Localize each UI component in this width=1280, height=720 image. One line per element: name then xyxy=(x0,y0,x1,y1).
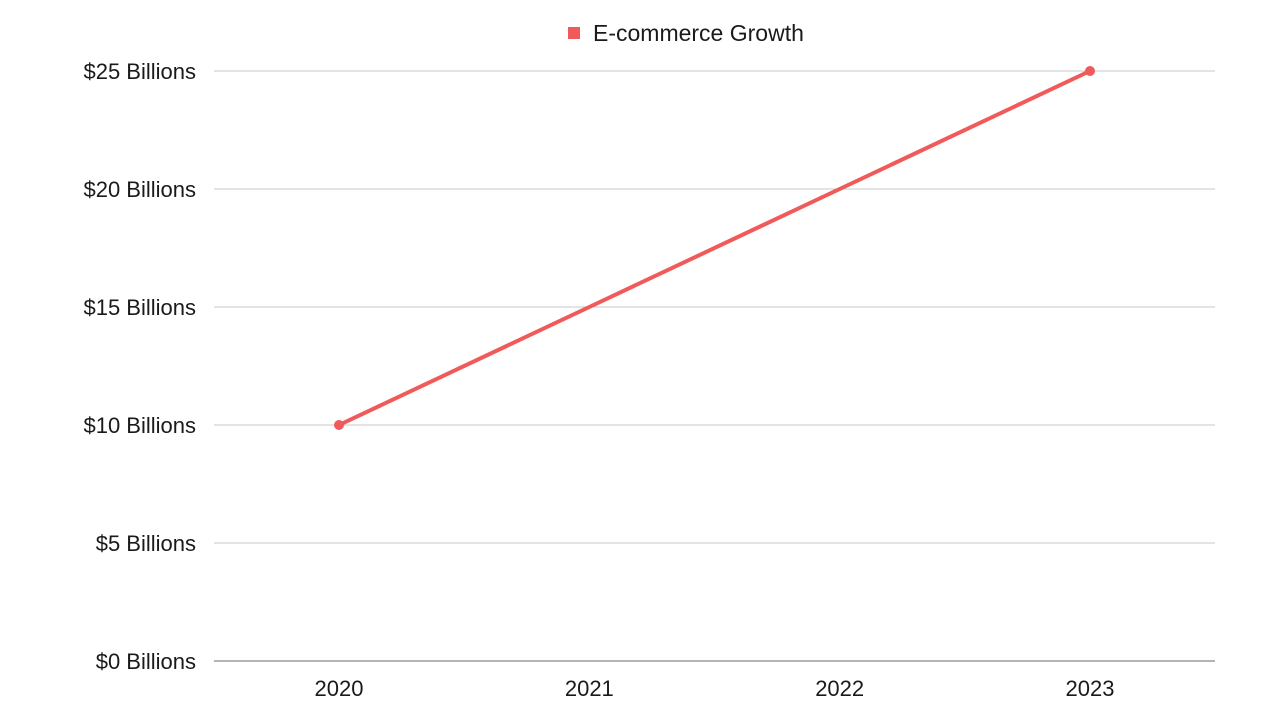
legend: E-commerce Growth xyxy=(568,20,804,46)
gridlines xyxy=(214,70,1215,662)
plot-area xyxy=(334,66,1095,430)
y-tick-label: $5 Billions xyxy=(96,531,196,556)
y-tick-label: $10 Billions xyxy=(83,413,196,438)
y-tick-label: $0 Billions xyxy=(96,649,196,674)
x-tick-label: 2021 xyxy=(565,676,614,701)
x-axis: 2020 2021 2022 2023 xyxy=(315,676,1115,701)
legend-label: E-commerce Growth xyxy=(593,20,804,46)
y-tick-label: $25 Billions xyxy=(83,59,196,84)
y-axis: $0 Billions $5 Billions $10 Billions $15 Bi… xyxy=(83,59,196,674)
data-point-2020 xyxy=(334,420,344,430)
x-tick-label: 2023 xyxy=(1066,676,1115,701)
series-line-e-commerce-growth xyxy=(337,69,1092,427)
data-point-2023 xyxy=(1085,66,1095,76)
x-tick-label: 2020 xyxy=(315,676,364,701)
y-tick-label: $20 Billions xyxy=(83,177,196,202)
y-tick-label: $15 Billions xyxy=(83,295,196,320)
x-tick-label: 2022 xyxy=(815,676,864,701)
legend-swatch xyxy=(568,27,580,39)
